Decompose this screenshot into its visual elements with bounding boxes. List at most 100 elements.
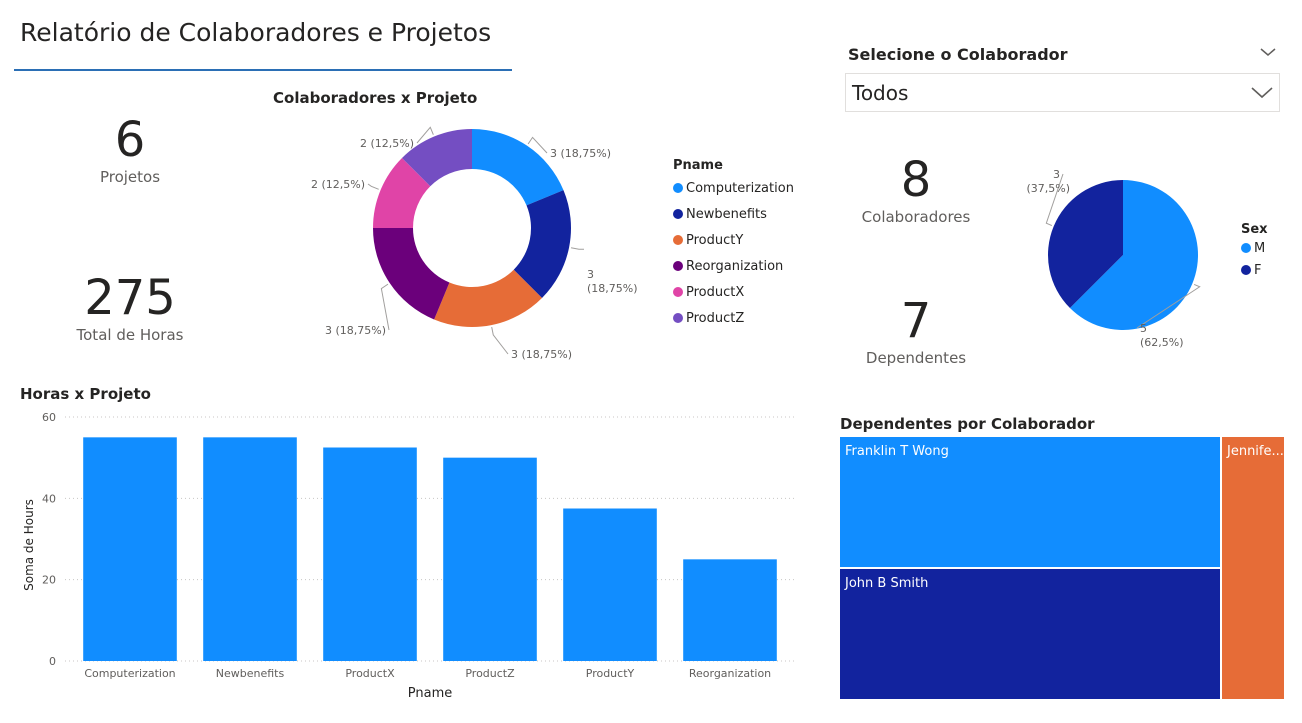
donut-data-label: 3 (18,75%) — [325, 324, 386, 337]
bar-chart-y-axis-label: Soma de Hours — [22, 499, 36, 591]
legend-marker — [673, 235, 683, 245]
bar-productx[interactable] — [323, 447, 417, 662]
donut-leader-line — [491, 326, 509, 355]
treemap-title: Dependentes por Colaborador — [840, 415, 1095, 433]
legend-marker — [673, 209, 683, 219]
employees-count: 8 — [900, 152, 932, 208]
donut-slice-reorganization[interactable] — [373, 228, 450, 320]
treemap-cell-john[interactable]: John B Smith — [839, 568, 1221, 700]
bar-x-tick-label: ProductZ — [465, 667, 515, 680]
hours-card: 275 Total de Horas — [50, 270, 210, 354]
donut-data-label: 3 — [587, 268, 594, 281]
legend-marker — [1241, 243, 1251, 253]
donut-chart-title: Colaboradores x Projeto — [273, 89, 478, 107]
legend-label: F — [1254, 262, 1262, 278]
hours-total: 275 — [84, 270, 176, 326]
bar-chart-x-axis-label: Pname — [408, 686, 452, 701]
projects-label: Projetos — [99, 168, 161, 186]
bar-x-tick-label: ProductX — [345, 667, 395, 680]
slicer-header: Selecione o Colaborador — [848, 45, 1068, 64]
legend-label: ProductY — [686, 232, 744, 248]
sex-pie-chart: 5(62,5%) 3(37,5%) — [1026, 168, 1201, 349]
sex-data-label: 3 — [1053, 168, 1060, 181]
bar-chart: 0 20 40 60 Computerization Newbenefits Produc… — [22, 411, 795, 701]
legend-label: Computerization — [686, 180, 794, 196]
bar-x-tick-label: Reorganization — [689, 667, 771, 680]
treemap: Franklin T Wong John B Smith Jennife... — [839, 436, 1285, 700]
page-title: Relatório de Colaboradores e Projetos — [20, 18, 492, 47]
donut-slice-producty[interactable] — [434, 269, 543, 327]
bar-y-tick-label: 20 — [42, 574, 56, 587]
donut-slice-productz[interactable] — [401, 129, 472, 187]
legend-item-producty[interactable]: ProductY — [673, 227, 794, 253]
donut-leader-line — [570, 247, 584, 250]
employees-card: 8 Colaboradores — [846, 152, 986, 236]
legend-marker — [673, 313, 683, 323]
legend-marker — [673, 261, 683, 271]
sex-data-label: (37,5%) — [1026, 182, 1070, 195]
donut-leader-line — [527, 136, 548, 154]
legend-item-productz[interactable]: ProductZ — [673, 305, 794, 331]
donut-legend: Pname Computerization Newbenefits ProductY… — [673, 158, 794, 331]
projects-card: 6 Projetos — [60, 112, 200, 196]
donut-data-label: 3 (18,75%) — [550, 147, 611, 160]
bar-y-tick-label: 40 — [42, 492, 56, 505]
donut-chart: 3 (18,75%) 3(18,75%) 3 (18,75%) 3 (18,75%) 2… — [311, 126, 638, 361]
bar-computerization[interactable] — [83, 437, 177, 661]
donut-leader-line — [367, 183, 379, 190]
legend-marker — [1241, 265, 1251, 275]
slicer-selected-value: Todos — [852, 81, 909, 105]
bar-y-tick-label: 60 — [42, 411, 56, 424]
employee-slicer-dropdown[interactable]: Todos — [845, 73, 1280, 112]
bar-reorganization[interactable] — [683, 559, 777, 661]
donut-data-label: 3 (18,75%) — [511, 348, 572, 361]
treemap-cell-franklin[interactable]: Franklin T Wong — [839, 436, 1221, 568]
sex-leader-line — [1045, 173, 1064, 226]
sex-data-label: 5 — [1140, 322, 1147, 335]
treemap-cell-jennifer[interactable]: Jennife... — [1221, 436, 1285, 700]
donut-data-label: (18,75%) — [587, 282, 638, 295]
sex-data-label: (62,5%) — [1140, 336, 1184, 349]
legend-label: ProductX — [686, 284, 745, 300]
bar-chart-title: Horas x Projeto — [20, 385, 151, 403]
bar-y-tick-label: 0 — [49, 655, 56, 668]
legend-item-sex-m[interactable]: M — [1241, 237, 1268, 259]
sex-slice-f[interactable] — [1048, 180, 1123, 309]
legend-item-reorganization[interactable]: Reorganization — [673, 253, 794, 279]
donut-slice-newbenefits[interactable] — [513, 190, 571, 299]
bar-newbenefits[interactable] — [203, 437, 297, 661]
legend-item-sex-f[interactable]: F — [1241, 259, 1268, 281]
donut-slice-computerization[interactable] — [472, 129, 564, 206]
donut-slice-productx[interactable] — [373, 157, 431, 228]
legend-label: Newbenefits — [686, 206, 767, 222]
legend-label: ProductZ — [686, 310, 745, 326]
employees-label: Colaboradores — [861, 208, 971, 226]
donut-data-label: 2 (12,5%) — [360, 137, 414, 150]
treemap-cell-label: Franklin T Wong — [845, 444, 949, 459]
title-underline — [14, 69, 512, 71]
legend-item-newbenefits[interactable]: Newbenefits — [673, 201, 794, 227]
dependents-card: 7 Dependentes — [846, 293, 986, 377]
legend-label: Reorganization — [686, 258, 784, 274]
donut-legend-title: Pname — [673, 158, 723, 173]
legend-label: M — [1254, 240, 1266, 256]
chevron-down-icon[interactable] — [1258, 42, 1278, 62]
legend-marker — [673, 183, 683, 193]
donut-leader-line — [380, 283, 390, 331]
legend-marker — [673, 287, 683, 297]
donut-data-label: 2 (12,5%) — [311, 178, 365, 191]
sex-leader-line — [1136, 284, 1201, 329]
donut-leader-line — [416, 126, 434, 144]
legend-item-computerization[interactable]: Computerization — [673, 175, 794, 201]
dependents-count: 7 — [900, 293, 932, 349]
sex-legend-title: Sex — [1241, 222, 1268, 237]
bar-x-tick-label: Computerization — [84, 667, 175, 680]
projects-count: 6 — [114, 112, 146, 168]
bar-productz[interactable] — [443, 457, 537, 661]
bar-producty[interactable] — [563, 508, 657, 662]
treemap-cell-label: Jennife... — [1227, 444, 1284, 459]
legend-item-productx[interactable]: ProductX — [673, 279, 794, 305]
bar-x-tick-label: Newbenefits — [216, 667, 285, 680]
sex-slice-m[interactable] — [1069, 180, 1198, 330]
